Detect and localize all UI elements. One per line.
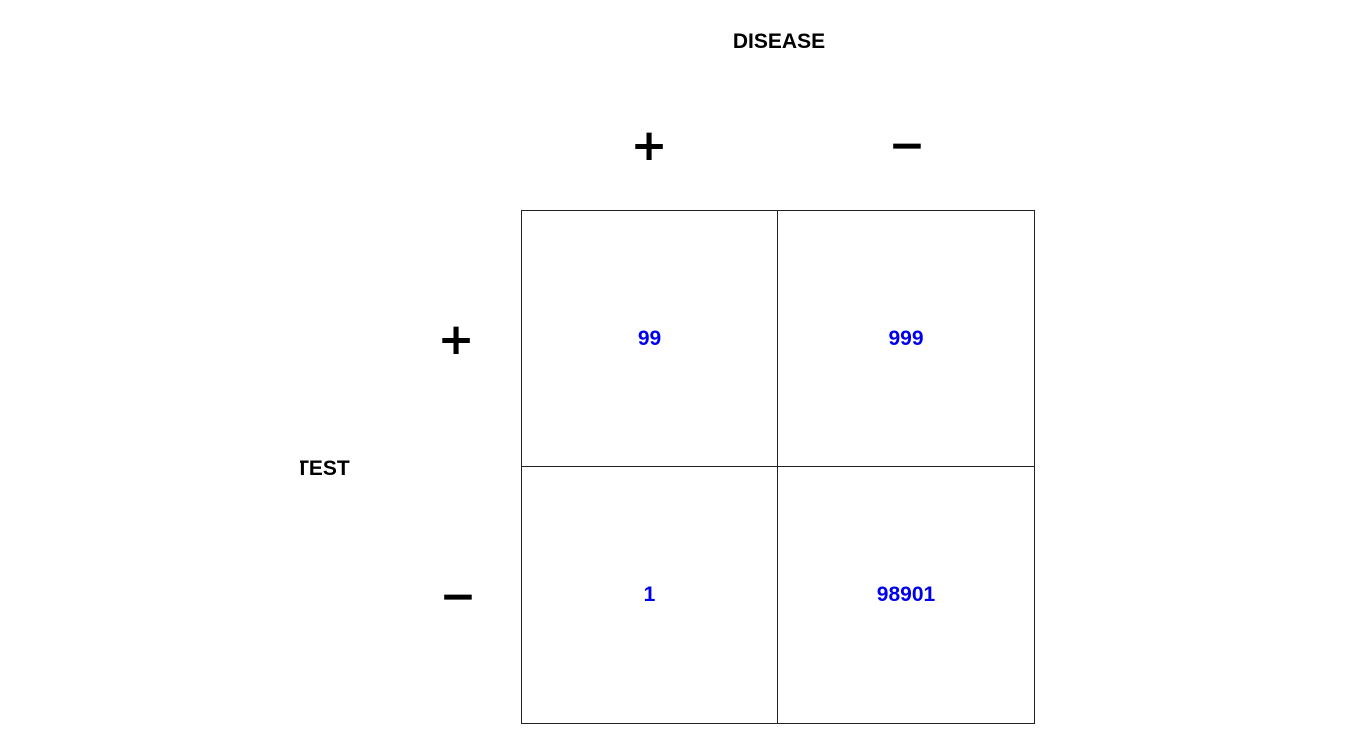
cell-true-negative: 98901 — [876, 583, 936, 606]
test-negative-label: − — [439, 571, 477, 622]
cell-false-positive: 999 — [778, 211, 1034, 467]
test-positive-label: + — [437, 314, 475, 365]
cell-false-negative: 1 — [522, 467, 778, 723]
disease-header: DISEASE — [732, 30, 826, 53]
contingency-table: 99 999 1 98901 — [521, 210, 1035, 724]
cell-true-positive: 99 — [522, 211, 778, 467]
disease-positive-label: + — [630, 120, 668, 171]
test-header: TEST — [300, 457, 350, 480]
test-header-container: TEST — [300, 457, 380, 481]
disease-negative-label: − — [888, 120, 926, 171]
